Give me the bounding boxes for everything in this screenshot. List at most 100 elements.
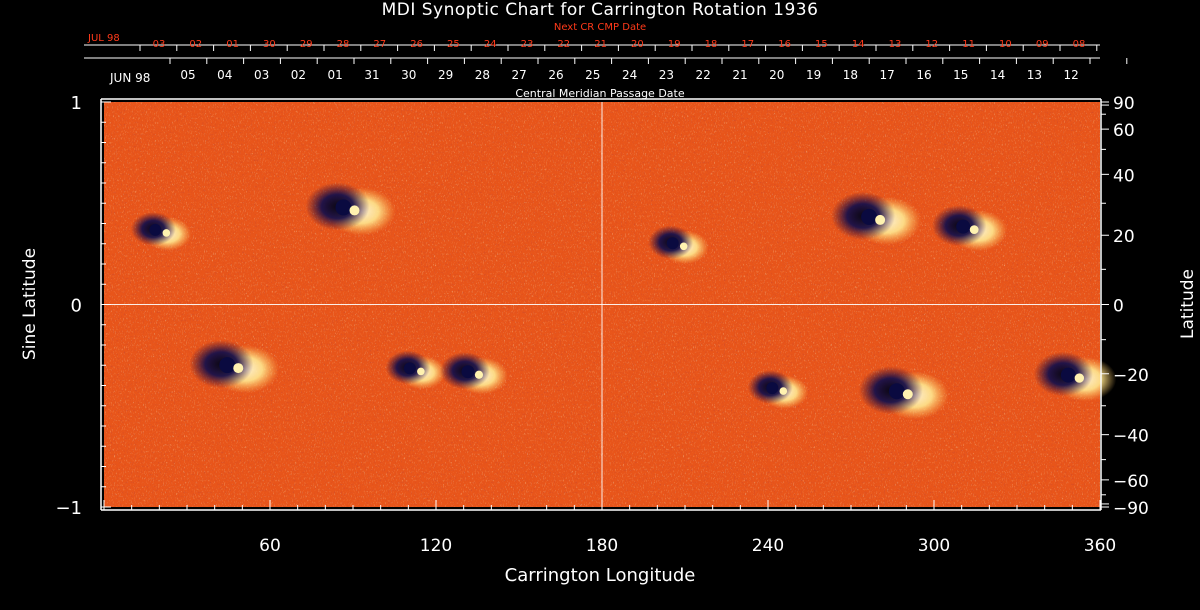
plage-core: [969, 225, 979, 235]
cmp-date: 03: [254, 68, 269, 82]
y-right-tick-label: −20: [1113, 366, 1149, 386]
cmp-date: 17: [880, 68, 895, 82]
next-cmp-date: 25: [447, 39, 460, 50]
active-region: [747, 370, 809, 409]
sunspot-core: [335, 199, 352, 216]
sunspot-core: [888, 383, 905, 400]
sunspot-core: [1060, 367, 1076, 383]
next-cmp-date: 14: [852, 39, 865, 50]
active-region: [648, 225, 709, 265]
sunspot-core: [861, 208, 878, 225]
active-region: [440, 352, 508, 395]
cmp-date: 16: [916, 68, 931, 82]
next-cmp-date: 23: [521, 39, 534, 50]
cmp-date: 20: [769, 68, 784, 82]
next-cmp-date: 24: [484, 39, 497, 50]
next-cmp-date: 03: [153, 39, 166, 50]
next-cmp-date: 30: [263, 39, 276, 50]
next-cmp-date: 02: [189, 39, 202, 50]
cmp-date-axis: JUL 98 03 02 01 30 29 28 27 26 25 24 23 22 21 20 19 18 17…: [84, 33, 1128, 85]
plage-core: [779, 387, 788, 395]
cmp-date: 18: [843, 68, 858, 82]
sunspot-core: [149, 223, 162, 236]
sunspot-core: [956, 219, 971, 234]
next-cmp-date: 21: [594, 39, 607, 50]
y-axis-left-label: Sine Latitude: [20, 247, 40, 361]
y-right-tick-label: 0: [1113, 297, 1124, 317]
chart-title: MDI Synoptic Chart for Carrington Rotati…: [381, 0, 819, 20]
cmp-date: 14: [990, 68, 1005, 82]
sunspot-core: [766, 382, 779, 395]
y-left-tick-label: 1: [71, 93, 82, 114]
cmp-date: 21: [732, 68, 747, 82]
plage-core: [679, 242, 688, 251]
axes-layer: 60 120 180 240 300 360 1 0 −1 90 60 40 20 0 −20 −40 −60 −…: [55, 93, 1148, 556]
cmp-date: 31: [364, 68, 379, 82]
next-cmp-date: 10: [999, 39, 1012, 50]
y-right-tick-label: 40: [1113, 166, 1135, 186]
cmp-date: 15: [953, 68, 968, 82]
cmp-date: 29: [438, 68, 453, 82]
active-region: [189, 340, 280, 394]
active-region: [831, 191, 922, 245]
plage-core: [349, 205, 360, 216]
next-cmp-date: 08: [1073, 39, 1086, 50]
x-tick-label: 240: [752, 536, 784, 556]
sunspot-core: [666, 237, 679, 250]
active-region: [130, 212, 192, 251]
x-tick-label: 120: [420, 536, 452, 556]
next-cmp-date: 16: [778, 39, 791, 50]
active-region: [932, 205, 1008, 252]
x-tick-label: 180: [586, 536, 618, 556]
y-right-tick-label: −40: [1113, 427, 1149, 447]
cmp-date: 05: [180, 68, 195, 82]
active-region: [385, 350, 446, 390]
cmp-date: 01: [328, 68, 343, 82]
y-right-tick-label: 90: [1113, 94, 1135, 114]
x-tick-label: 60: [259, 536, 281, 556]
cmp-date: 26: [548, 68, 563, 82]
sunspot-core: [461, 365, 475, 379]
y-right-tick-label: 20: [1113, 227, 1135, 247]
next-cmp-date: 18: [705, 39, 718, 50]
next-cmp-date: 27: [373, 39, 386, 50]
plage-core: [162, 229, 171, 237]
cmp-date: 25: [585, 68, 600, 82]
next-cmp-date: 15: [815, 39, 828, 50]
next-cmp-date: 22: [557, 39, 570, 50]
y-left-tick-label: 0: [71, 296, 82, 317]
next-cmp-date: 29: [300, 39, 313, 50]
plage-core: [233, 363, 244, 374]
cmp-date: 28: [475, 68, 490, 82]
plage-core: [1074, 373, 1085, 383]
cmp-date: 30: [401, 68, 416, 82]
next-cmp-date: 26: [410, 39, 423, 50]
cmp-date: 13: [1027, 68, 1042, 82]
active-regions-layer: [130, 182, 1117, 420]
next-cmp-date: 11: [962, 39, 975, 50]
cmp-date: 24: [622, 68, 637, 82]
current-month-label: JUN 98: [109, 71, 150, 85]
next-cr-cmp-label: Next CR CMP Date: [553, 22, 647, 33]
cmp-date: 23: [659, 68, 674, 82]
x-tick-label: 360: [1084, 536, 1116, 556]
x-axis-label: Carrington Longitude: [504, 565, 696, 586]
sunspot-core: [219, 357, 236, 374]
next-cmp-date: 17: [741, 39, 754, 50]
plage-core: [417, 367, 425, 376]
next-cmp-date: 12: [925, 39, 938, 50]
next-cmp-date: 19: [668, 39, 681, 50]
cmp-date: 12: [1064, 68, 1079, 82]
y-right-tick-label: −90: [1113, 499, 1149, 519]
next-cmp-date: 20: [631, 39, 644, 50]
next-month-label: JUL 98: [87, 33, 120, 44]
next-cmp-date: 09: [1036, 39, 1049, 50]
next-cmp-date: 01: [226, 39, 239, 50]
cmp-date: 19: [806, 68, 821, 82]
cmp-date: 27: [512, 68, 527, 82]
cmp-date: 02: [291, 68, 306, 82]
active-region: [305, 182, 396, 236]
cmp-date: 04: [217, 68, 232, 82]
cmp-date-caption: Central Meridian Passage Date: [515, 87, 685, 100]
